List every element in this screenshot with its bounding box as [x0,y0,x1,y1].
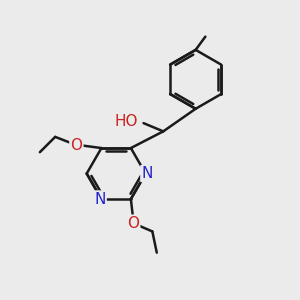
Text: N: N [141,166,153,181]
Text: N: N [94,192,106,207]
Text: O: O [70,138,83,153]
Text: HO: HO [115,114,138,129]
Text: O: O [127,216,139,231]
